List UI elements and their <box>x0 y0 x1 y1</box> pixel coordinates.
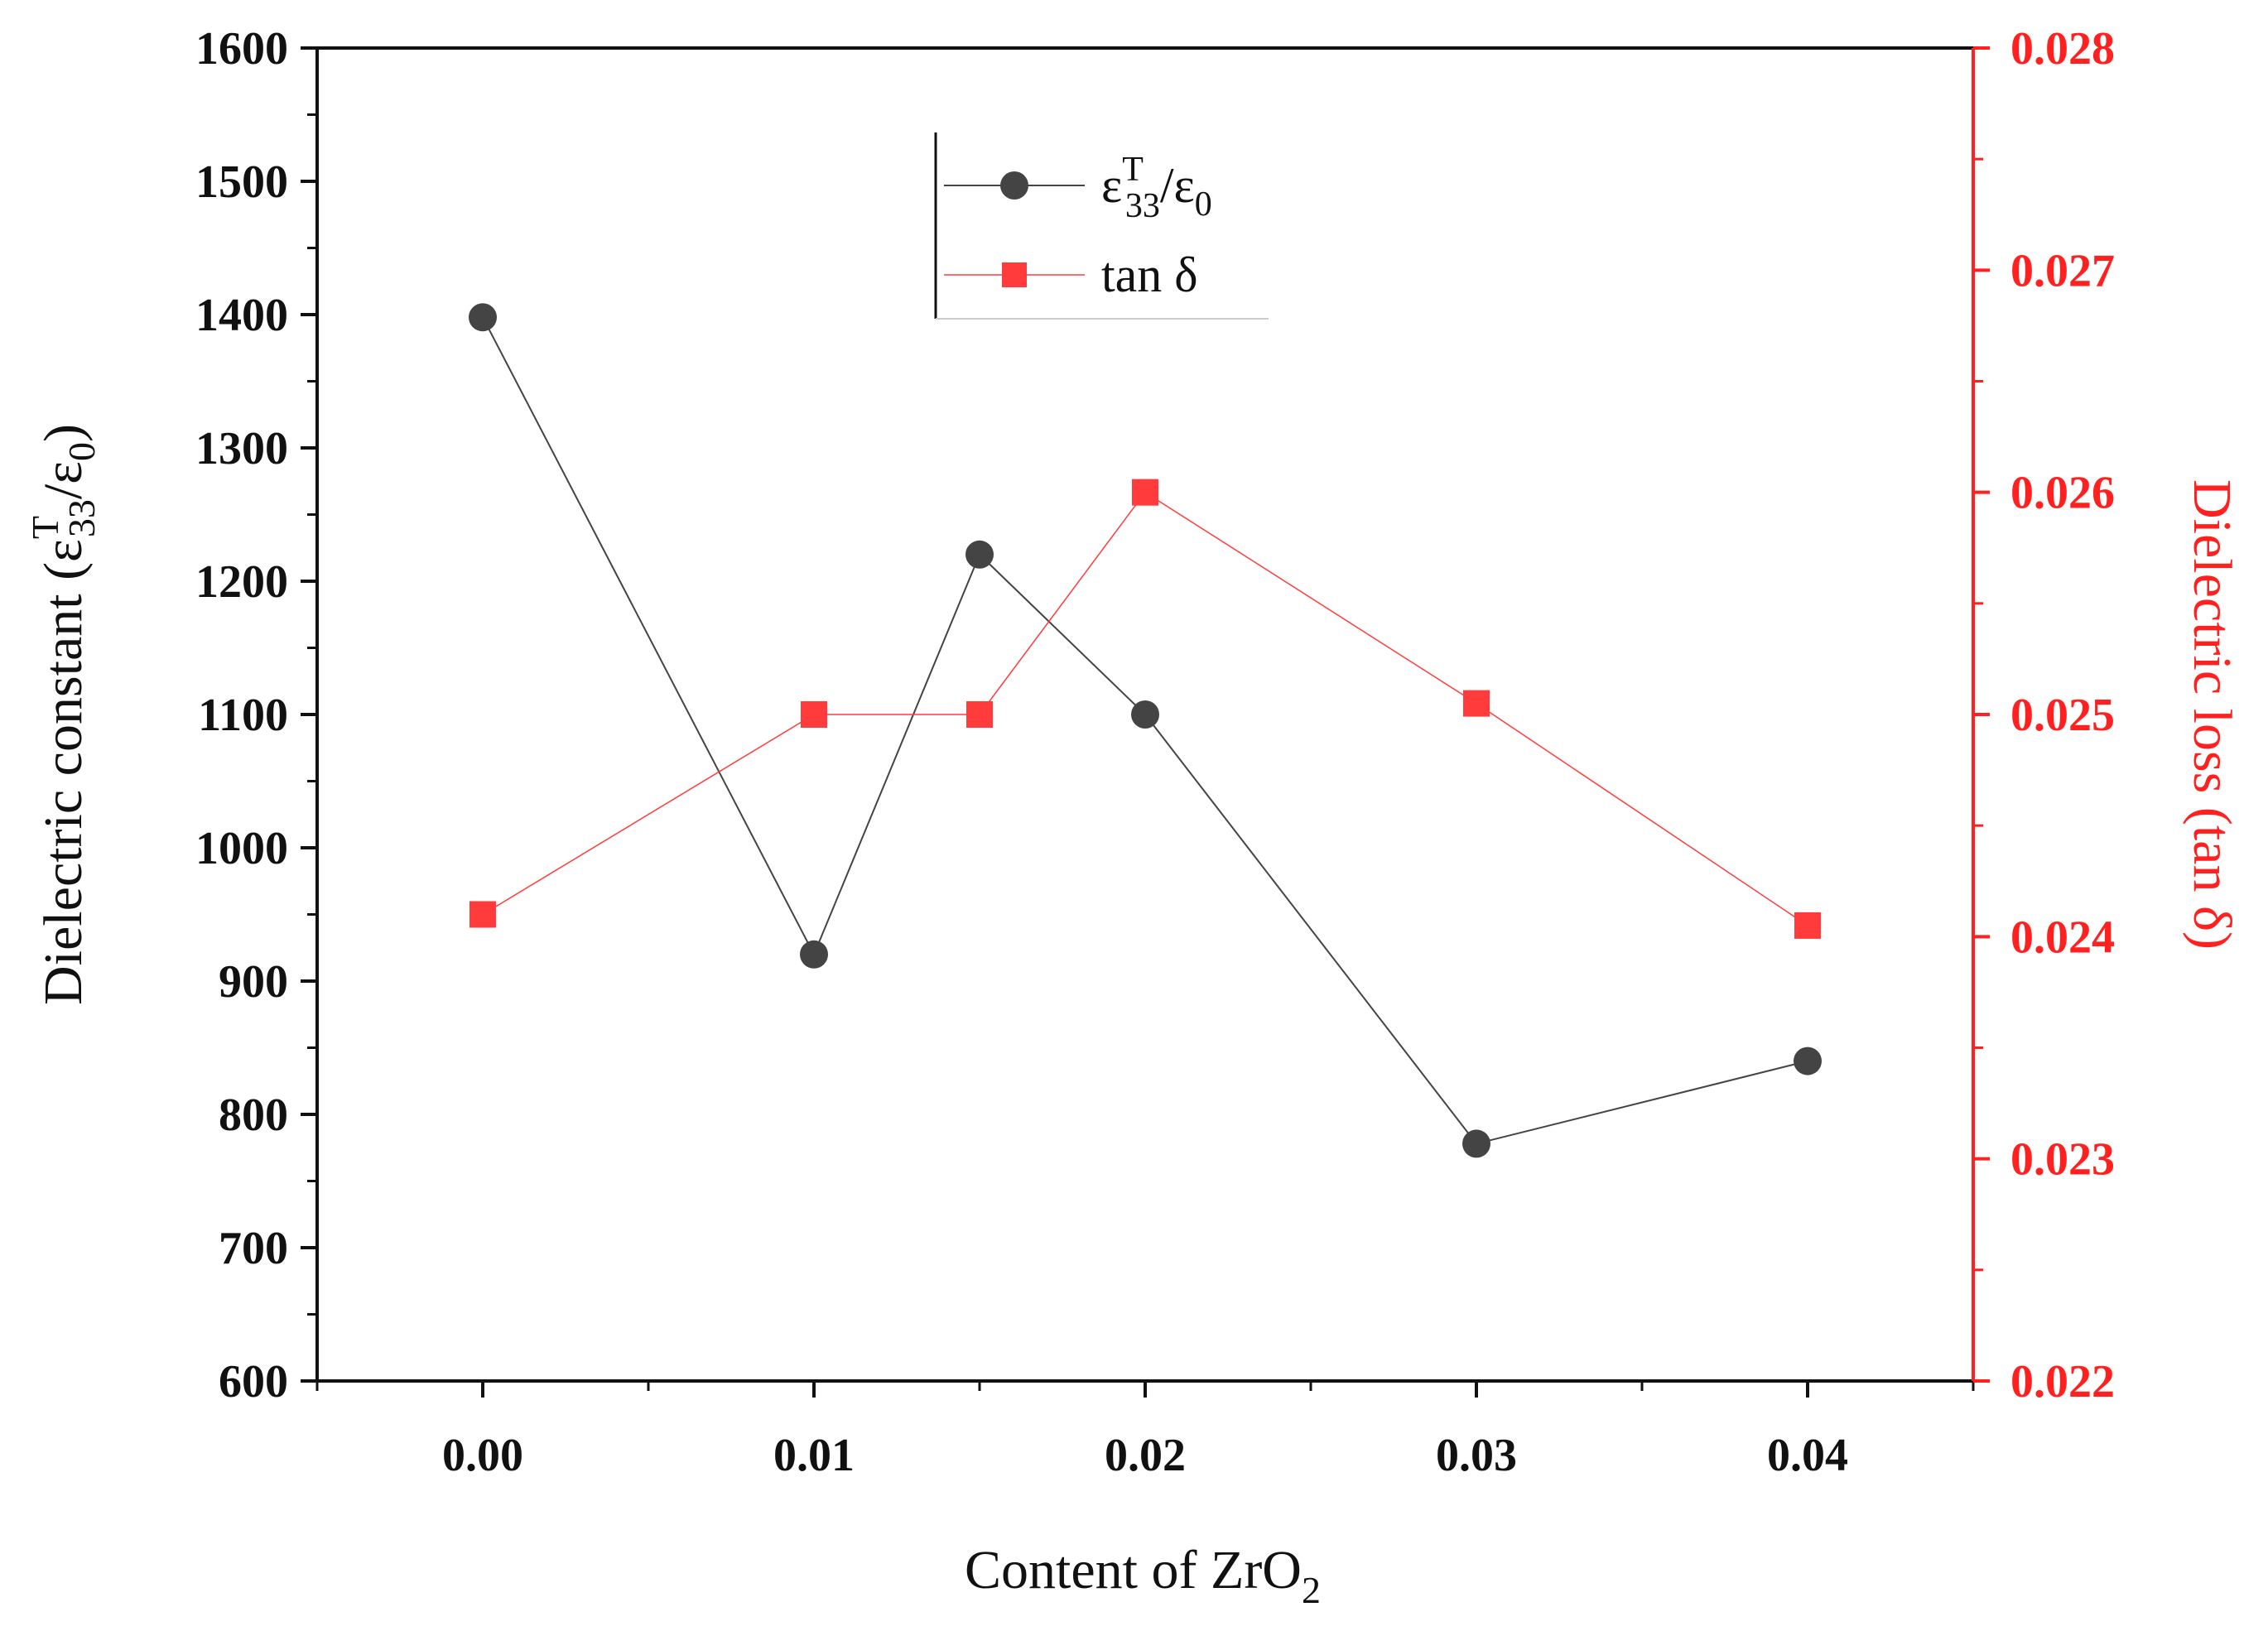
x-tick-label: 0.04 <box>1767 1430 1848 1481</box>
y2-tick-label: 0.027 <box>2010 245 2115 296</box>
x-tick-label: 0.02 <box>1105 1430 1186 1481</box>
x-tick-label: 0.01 <box>773 1430 855 1481</box>
y-tick-label: 1600 <box>195 23 288 75</box>
y2-axis-title: Dielectric loss (tan δ) <box>2182 479 2242 950</box>
y-tick-label: 1500 <box>195 156 288 208</box>
series-2-point <box>801 701 827 728</box>
legend: εT 33/ε0 tan δ <box>934 132 1269 320</box>
legend-series1-marker <box>1000 171 1028 200</box>
y-tick-label: 700 <box>219 1223 288 1274</box>
y-tick-label: 800 <box>219 1090 288 1141</box>
y-tick-label: 1100 <box>198 690 288 741</box>
y2-axis-ticks: 0.022 0.023 0.024 0.025 0.026 0.027 0.028 <box>1973 23 2115 1407</box>
x-tick-label: 0.03 <box>1436 1430 1517 1481</box>
y-tick-label: 1000 <box>195 823 288 874</box>
y-axis-ticks: 600 700 800 900 1000 1100 1200 1300 1400 1500 1600 <box>195 23 317 1407</box>
series-1-point <box>469 303 497 332</box>
x-tick-label: 0.00 <box>442 1430 523 1481</box>
series-1-point <box>965 540 994 569</box>
y2-tick-label: 0.028 <box>2010 23 2115 75</box>
series-2-point <box>1794 912 1821 939</box>
series-lines <box>482 316 1808 1145</box>
series-1-point <box>1462 1129 1490 1158</box>
series-2-point <box>469 901 496 928</box>
y-tick-label: 1300 <box>195 423 288 474</box>
x-axis-ticks: 0.00 0.01 0.02 0.03 0.04 <box>315 1381 1975 1481</box>
y2-tick-label: 0.025 <box>2010 690 2115 741</box>
y-tick-label: 1200 <box>195 556 288 608</box>
legend-series2-marker <box>1002 262 1027 287</box>
legend-series1-label: εT 33/ε0 <box>1101 151 1212 225</box>
y2-tick-label: 0.026 <box>2010 468 2115 519</box>
x-axis-title: Content of ZrO2 <box>965 1540 1321 1611</box>
y-tick-label: 900 <box>219 956 288 1008</box>
series-1-point <box>1131 700 1159 729</box>
legend-series2-label: tan δ <box>1101 248 1198 302</box>
y-tick-label: 600 <box>219 1356 288 1407</box>
series-2-point <box>966 701 993 728</box>
series-2-point <box>1463 690 1490 717</box>
y2-tick-label: 0.023 <box>2010 1134 2115 1186</box>
series-1-point <box>1794 1046 1822 1075</box>
y2-tick-label: 0.022 <box>2010 1356 2115 1407</box>
series-line-1 <box>482 316 1808 1145</box>
y-axis-title: Dielectric constant (εT33/ε0) <box>24 424 103 1005</box>
series-points <box>469 303 1822 1158</box>
series-1-point <box>800 940 828 969</box>
y-tick-label: 1400 <box>195 290 288 341</box>
y2-tick-label: 0.024 <box>2010 912 2115 963</box>
series-2-point <box>1132 479 1158 506</box>
series-line-2 <box>482 491 1808 926</box>
